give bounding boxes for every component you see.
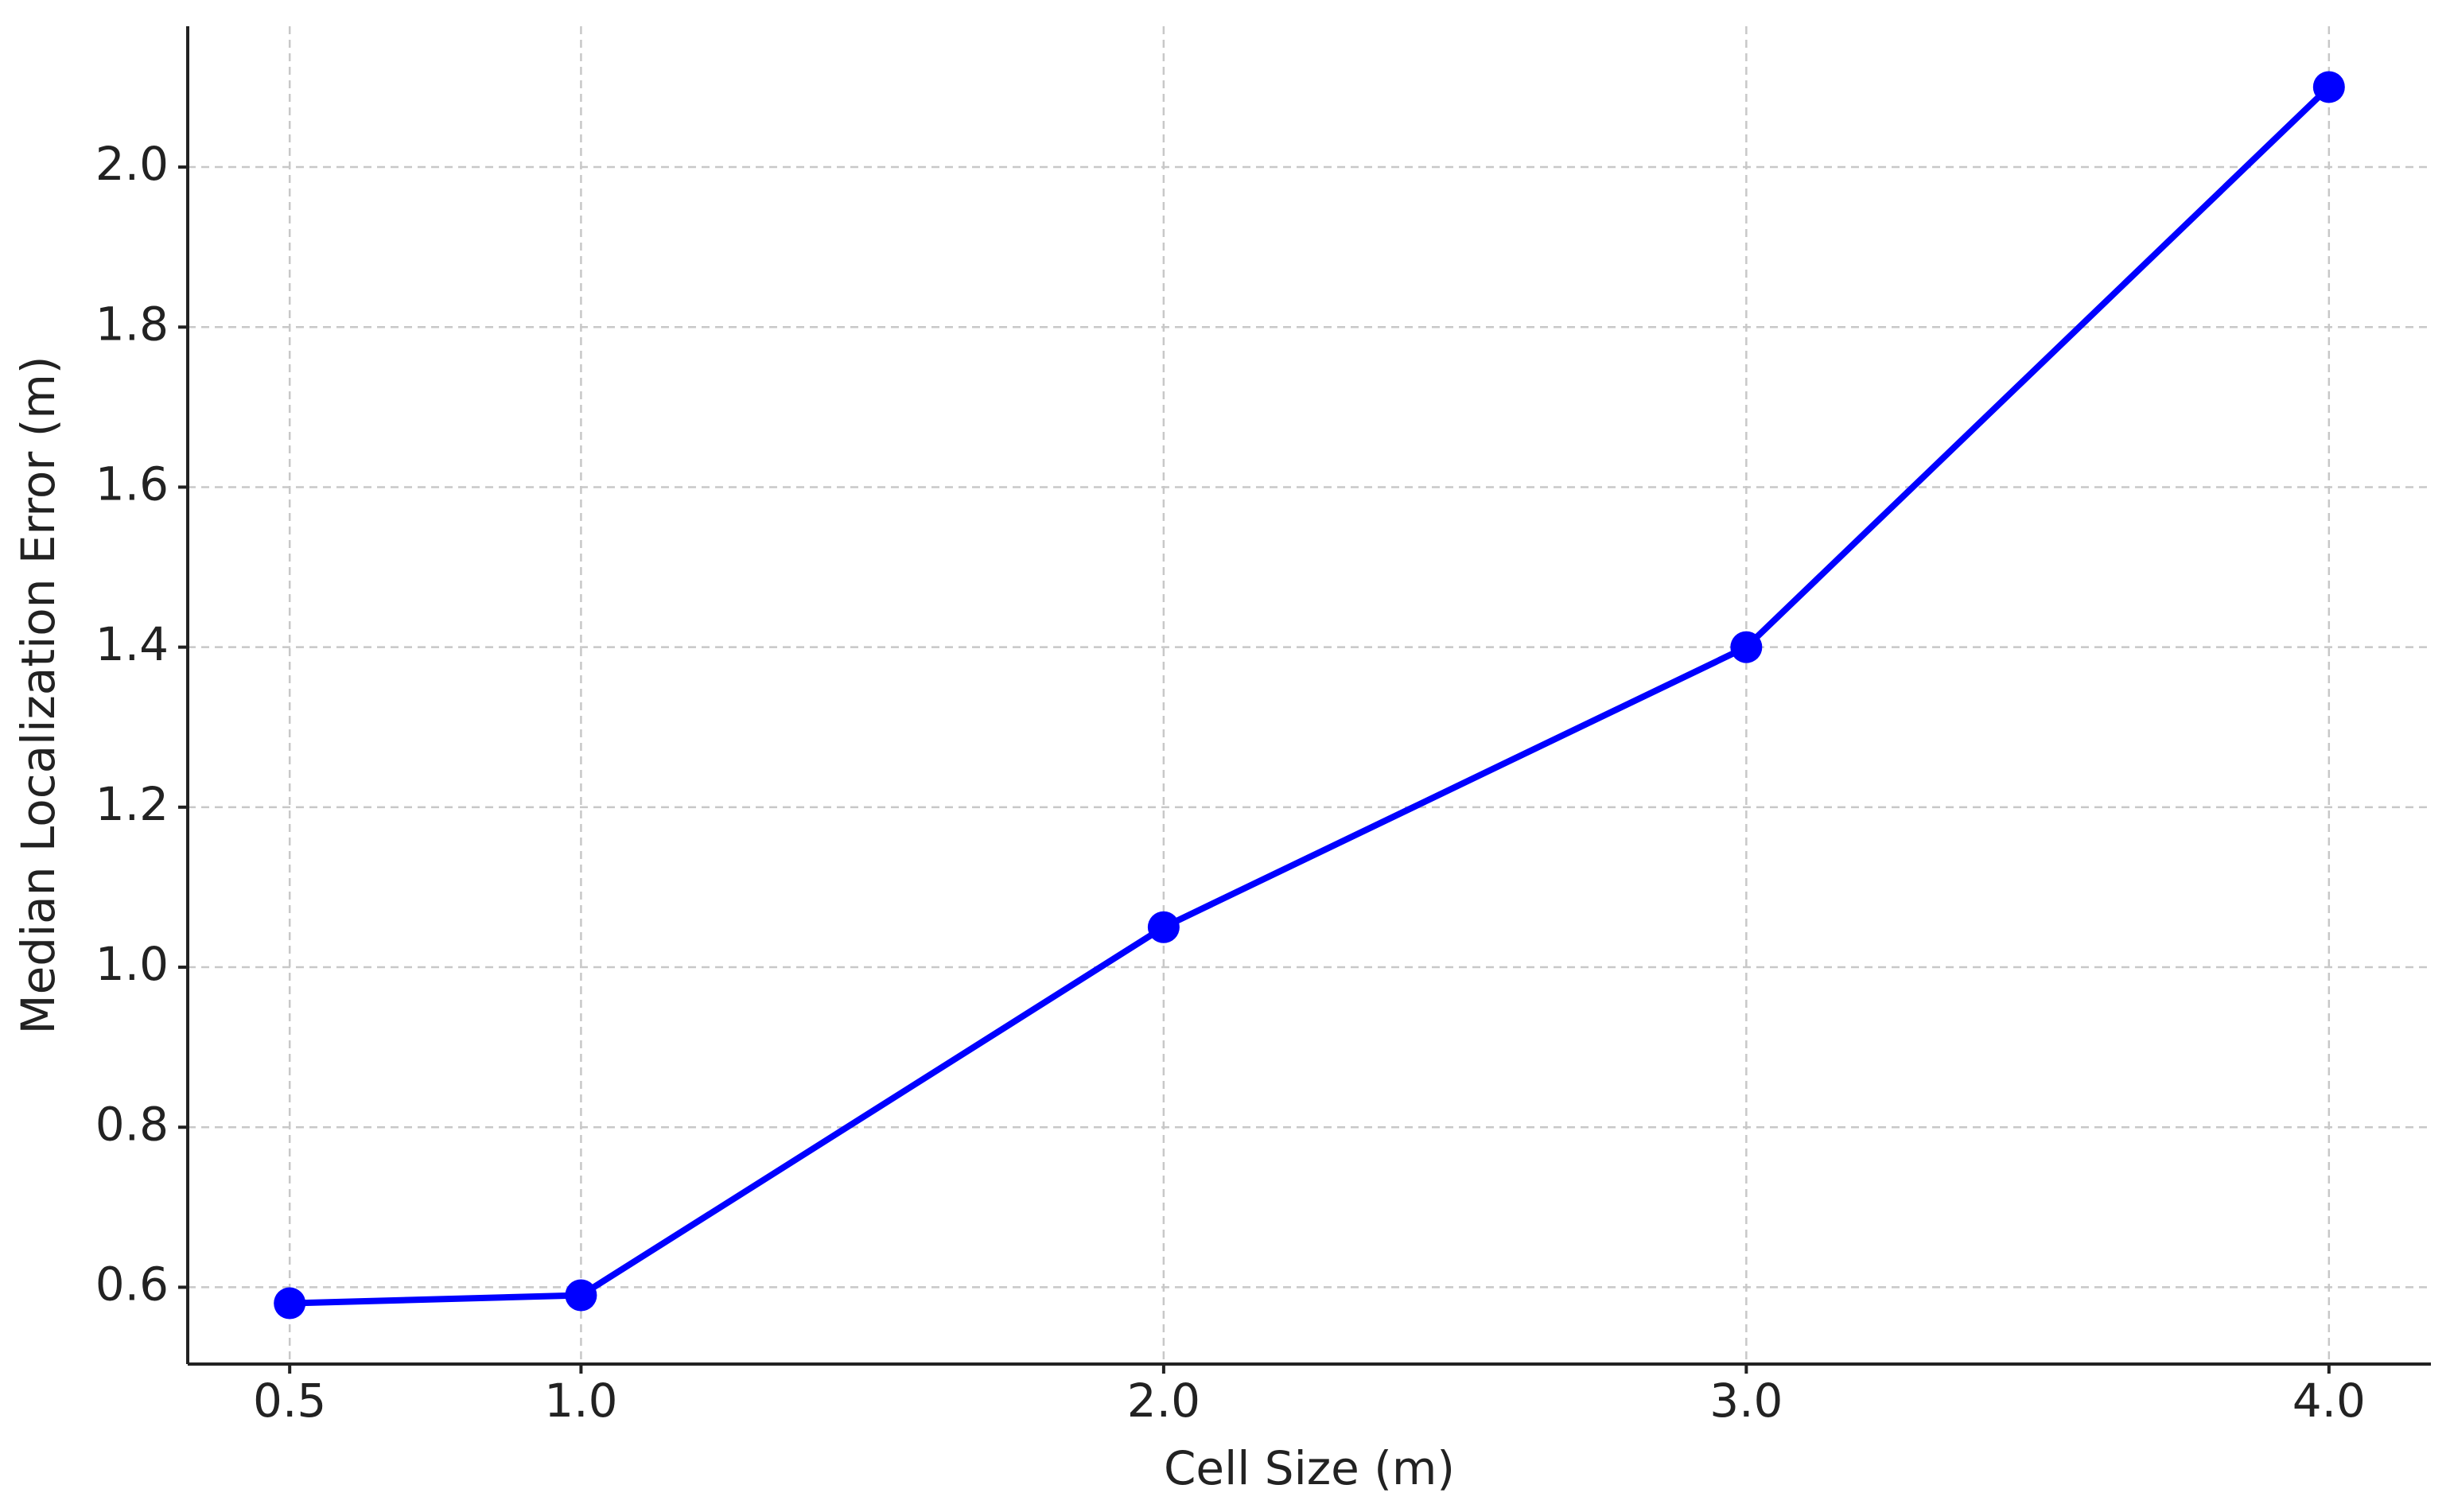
y-tick-label: 1.6	[95, 457, 169, 511]
x-tick-label: 2.0	[1127, 1374, 1200, 1428]
y-tick-label: 0.6	[95, 1257, 169, 1312]
x-tick-label: 4.0	[2292, 1374, 2366, 1428]
point	[2312, 71, 2345, 103]
y-tick-label: 1.2	[95, 777, 169, 831]
y-tick-label: 1.0	[95, 937, 169, 991]
y-tick-label: 1.4	[95, 617, 169, 671]
x-tick-label: 0.5	[253, 1374, 326, 1428]
x-tick-label: 1.0	[544, 1374, 617, 1428]
y-tick-label: 1.8	[95, 297, 169, 351]
x-tick-label: 3.0	[1709, 1374, 1783, 1428]
line	[290, 84, 2331, 1307]
y-tick-label: 2.0	[95, 137, 169, 191]
point	[565, 1279, 597, 1312]
y-tick-label: 0.8	[95, 1097, 169, 1151]
point	[1730, 631, 1763, 663]
point	[274, 1287, 306, 1320]
x-axis-label: Cell Size (m)	[1164, 1441, 1455, 1495]
point	[1147, 911, 1180, 943]
y-axis-label: Median Localization Error (m)	[11, 356, 65, 1035]
